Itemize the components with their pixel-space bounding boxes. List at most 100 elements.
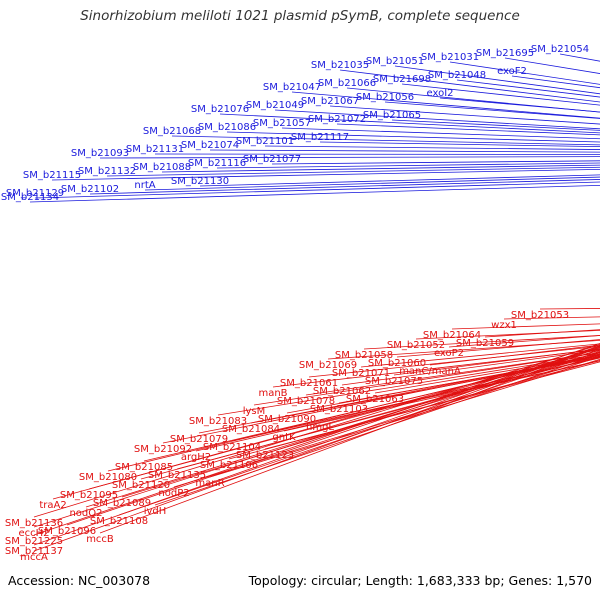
forward-gene-label: SM_b21066 <box>318 78 376 89</box>
reverse-gene-label: SM_b21080 <box>79 472 137 483</box>
forward-callout-line <box>319 141 600 148</box>
reverse-callout-line <box>176 355 600 470</box>
forward-gene-label: SM_b21076 <box>191 104 249 115</box>
reverse-callout-line <box>198 354 600 434</box>
sequence-summary: Topology: circular; Length: 1,683,333 bp… <box>248 573 592 588</box>
reverse-callout-line <box>451 323 600 330</box>
reverse-gene-label: SM_b21058 <box>335 350 393 361</box>
reverse-gene-label: SM_b21092 <box>134 444 192 455</box>
forward-gene-label: SM_b21065 <box>363 110 421 121</box>
forward-callout-line <box>29 184 600 203</box>
reverse-gene-label: SM_b21083 <box>189 416 247 427</box>
reverse-gene-label: manR <box>195 478 224 489</box>
forward-callout-line <box>559 53 600 62</box>
forward-gene-label: nrtA <box>134 180 155 191</box>
reverse-callout-line <box>162 354 600 444</box>
reverse-gene-label: mccA <box>20 552 48 563</box>
forward-callout-line <box>264 145 600 150</box>
reverse-gene-label: SM_b21084 <box>222 424 280 435</box>
forward-callout-line <box>391 119 600 131</box>
reverse-callout-line <box>33 342 600 536</box>
reverse-gene-label: SM_b21136 <box>5 518 63 529</box>
reverse-callout-line <box>305 352 600 396</box>
reverse-gene-label: gntK <box>272 432 296 443</box>
forward-callout-line <box>384 101 600 119</box>
reverse-gene-label: SM_b21089 <box>93 498 151 509</box>
reverse-gene-label: SM_b21063 <box>346 394 404 405</box>
reverse-callout-line <box>52 348 600 500</box>
reverse-gene-label: SM_b21075 <box>365 376 423 387</box>
forward-gene-label: SM_b21068 <box>143 126 201 137</box>
reverse-callout-line <box>33 345 600 552</box>
forward-gene-label: SM_b21131 <box>126 144 184 155</box>
reverse-callout-line <box>272 348 600 388</box>
reverse-callout-line <box>85 349 600 508</box>
reverse-gene-label: SM_b21085 <box>115 462 173 473</box>
forward-gene-label: SM_b21067 <box>301 96 359 107</box>
reverse-callout-line <box>140 354 600 480</box>
reverse-callout-line <box>539 308 600 310</box>
reverse-callout-line <box>118 350 600 516</box>
reverse-callout-line <box>154 353 600 506</box>
forward-gene-label: exoF2 <box>497 66 527 77</box>
forward-gene-label: SM_b21035 <box>311 60 369 71</box>
reverse-gene-label: SM_b21135 <box>148 470 206 481</box>
reverse-gene-label: SM_b21095 <box>60 490 118 501</box>
forward-callout-line <box>216 162 600 169</box>
reverse-callout-line <box>286 355 600 414</box>
reverse-gene-label: SM_b21104 <box>203 442 261 453</box>
forward-gene-label: SM_b21049 <box>246 100 304 111</box>
reverse-gene-label: SM_b21052 <box>387 340 445 351</box>
reverse-callout-line <box>253 352 600 406</box>
forward-gene-label: SM_b21054 <box>531 44 589 55</box>
forward-callout-line <box>161 164 600 173</box>
reverse-gene-label: SM_b21062 <box>313 386 371 397</box>
forward-gene-label: SM_b21086 <box>198 122 256 133</box>
reverse-gene-label: traA2 <box>39 500 66 511</box>
forward-callout-line <box>219 113 600 134</box>
forward-gene-label: exoI2 <box>426 88 453 99</box>
reverse-callout-line <box>363 335 600 350</box>
reverse-gene-label: SM_b21069 <box>299 360 357 371</box>
forward-callout-line <box>144 176 600 191</box>
forward-gene-label: SM_b21698 <box>373 74 431 85</box>
forward-callout-line <box>199 174 600 187</box>
forward-callout-line <box>209 149 600 153</box>
reverse-gene-label: mccB <box>86 534 114 545</box>
reverse-gene-label: SM_b21123 <box>236 450 294 461</box>
reverse-callout-line <box>173 356 600 488</box>
forward-gene-label: SM_b21102 <box>61 184 119 195</box>
reverse-gene-label: ivdH <box>144 506 167 517</box>
reverse-gene-label: SM_b21061 <box>280 378 338 389</box>
forward-gene-label: SM_b21130 <box>171 176 229 187</box>
reverse-gene-label: wzx1 <box>491 320 517 331</box>
reverse-gene-label: SM_b21137 <box>5 546 63 557</box>
reverse-callout-line <box>341 349 600 386</box>
forward-callout-line <box>34 181 600 199</box>
reverse-gene-label: lysM <box>243 406 266 417</box>
forward-gene-label: SM_b21695 <box>476 48 534 59</box>
reverse-callout-line <box>360 343 600 368</box>
forward-callout-line <box>274 109 600 130</box>
reverse-gene-label: SM_b21060 <box>368 358 426 369</box>
forward-callout-line <box>154 153 600 155</box>
reverse-callout-line <box>195 356 600 452</box>
reverse-gene-label: exoP2 <box>434 348 464 359</box>
reverse-gene-label: SM_b21090 <box>258 414 316 425</box>
forward-gene-label: SM_b21056 <box>356 92 414 103</box>
reverse-gene-label: nodQ2 <box>69 508 102 519</box>
reverse-callout-line <box>66 345 600 526</box>
map-title: Sinorhizobium meliloti 1021 plasmid pSym… <box>80 8 520 24</box>
reverse-gene-label: SM_b21064 <box>423 330 481 341</box>
forward-callout-line <box>106 166 600 177</box>
reverse-gene-label: manB <box>258 388 287 399</box>
forward-gene-label: SM_b21093 <box>71 148 129 159</box>
reverse-gene-label: argH2 <box>181 452 211 463</box>
reverse-gene-label: hmgL <box>306 422 334 433</box>
forward-callout-line <box>339 69 600 103</box>
forward-callout-line <box>89 179 600 195</box>
reverse-gene-label: SM_b21103 <box>310 404 368 415</box>
forward-gene-label: SM_b21072 <box>308 114 366 125</box>
reverse-callout-line <box>99 346 600 534</box>
